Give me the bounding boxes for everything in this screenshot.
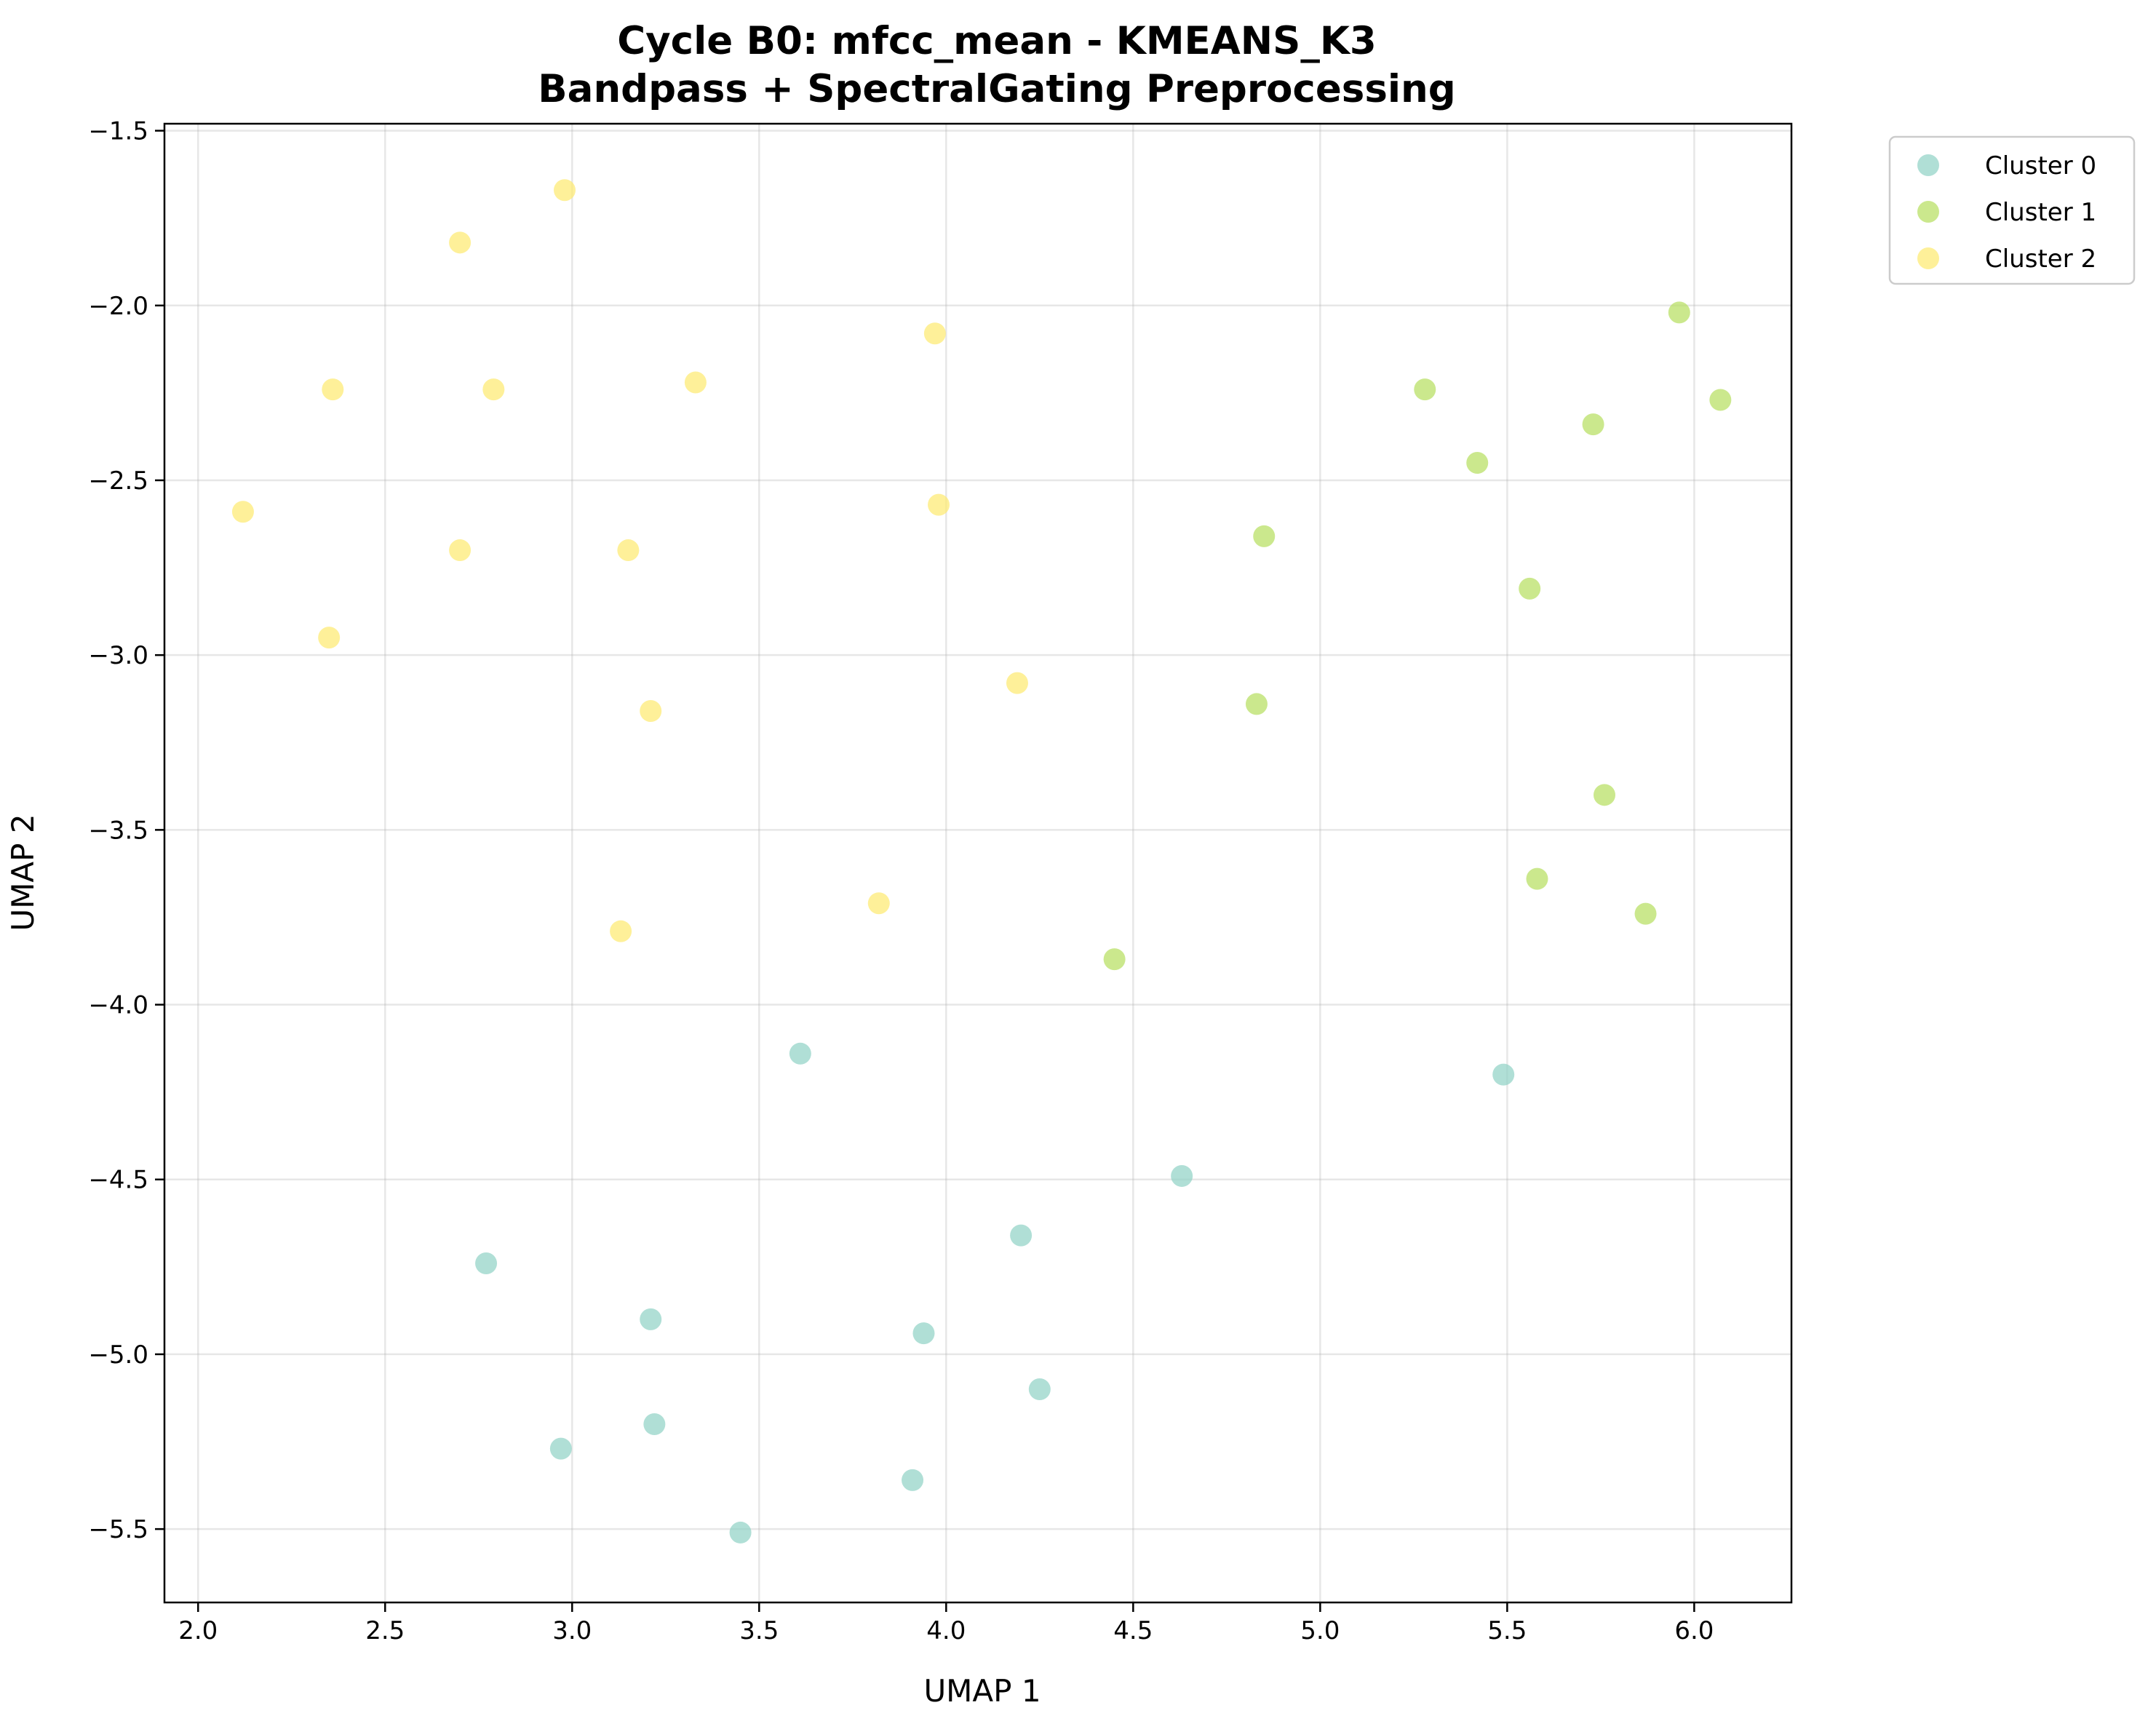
- scatter-point-cluster-1: [1519, 577, 1541, 600]
- scatter-point-cluster-1: [1253, 525, 1276, 547]
- scatter-point-cluster-0: [729, 1521, 752, 1544]
- x-tick-label: 5.5: [1487, 1616, 1527, 1645]
- legend-box: [1888, 135, 2136, 285]
- legend-label-cluster-0: Cluster 0: [1985, 151, 2096, 180]
- y-tick-label: −3.5: [88, 816, 148, 845]
- scatter-point-cluster-0: [902, 1469, 924, 1491]
- scatter-point-cluster-2: [554, 179, 576, 202]
- scatter-point-cluster-2: [610, 920, 632, 942]
- y-tick-label: −5.5: [88, 1515, 148, 1544]
- scatter-point-cluster-1: [1709, 389, 1732, 411]
- legend-marker-cluster-1: [1917, 201, 1939, 223]
- x-axis: 2.0 2.5 3.0 3.5 4.0 4.5 5.0 5.5 6.0: [178, 1602, 1714, 1645]
- legend-marker-cluster-2: [1917, 247, 1939, 269]
- scatter-point-cluster-2: [617, 539, 640, 562]
- scatter-point-cluster-2: [449, 539, 472, 562]
- x-axis-label: UMAP 1: [923, 1673, 1041, 1709]
- y-tick-label: −5.0: [88, 1340, 148, 1370]
- y-tick-label: −2.5: [88, 466, 148, 496]
- scatter-point-cluster-2: [322, 378, 344, 401]
- scatter-point-cluster-2: [482, 378, 505, 401]
- scatter-point-cluster-0: [1028, 1378, 1051, 1400]
- scatter-point-cluster-1: [1634, 902, 1657, 925]
- chart-title-line-2: Bandpass + SpectralGating Preprocessing: [538, 67, 1455, 111]
- scatter-point-cluster-1: [1593, 784, 1615, 806]
- x-tick-label: 2.0: [178, 1616, 218, 1645]
- scatter-point-cluster-2: [231, 501, 254, 523]
- y-tick-label: −4.5: [88, 1166, 148, 1195]
- scatter-point-cluster-1: [1414, 378, 1436, 401]
- scatter-point-cluster-2: [684, 371, 707, 394]
- grid: [164, 124, 1791, 1602]
- legend-label-cluster-1: Cluster 1: [1985, 198, 2096, 227]
- scatter-point-cluster-0: [475, 1252, 498, 1275]
- scatter-point-cluster-2: [1006, 672, 1028, 694]
- x-tick-label: 5.0: [1300, 1616, 1340, 1645]
- x-tick-label: 3.5: [739, 1616, 779, 1645]
- x-tick-label: 4.0: [926, 1616, 966, 1645]
- legend-label-cluster-2: Cluster 2: [1985, 245, 2096, 274]
- scatter-point-cluster-2: [928, 493, 950, 516]
- scatter-point-cluster-0: [549, 1437, 572, 1460]
- scatter-point-cluster-0: [1010, 1224, 1033, 1247]
- y-axis-label: UMAP 2: [5, 814, 41, 931]
- x-tick-label: 4.5: [1113, 1616, 1153, 1645]
- scatter-point-cluster-2: [867, 892, 890, 915]
- scatter-point-cluster-0: [640, 1308, 662, 1330]
- scatter-point-cluster-1: [1466, 451, 1489, 474]
- scatter-point-cluster-2: [449, 231, 472, 254]
- x-tick-label: 6.0: [1674, 1616, 1714, 1645]
- scatter-point-cluster-1: [1103, 948, 1126, 971]
- y-tick-label: −1.5: [88, 117, 148, 146]
- legend-marker-cluster-0: [1917, 154, 1939, 176]
- x-tick-label: 2.5: [365, 1616, 405, 1645]
- scatter-point-cluster-1: [1526, 867, 1548, 890]
- x-tick-label: 3.0: [552, 1616, 592, 1645]
- chart-title-line-1: Cycle B0: mfcc_mean - KMEANS_K3: [617, 19, 1377, 63]
- scatter-points: [231, 179, 1732, 1544]
- y-tick-label: −4.0: [88, 991, 148, 1020]
- scatter-point-cluster-2: [640, 700, 662, 723]
- y-tick-label: −2.0: [88, 292, 148, 321]
- y-axis: −1.5 −2.0 −2.5 −3.0 −3.5 −4.0 −4.5 −5.0 −5.5: [88, 117, 164, 1544]
- scatter-point-cluster-1: [1668, 301, 1690, 324]
- scatter-point-cluster-0: [912, 1322, 935, 1345]
- y-tick-label: −3.0: [88, 641, 148, 670]
- scatter-point-cluster-0: [789, 1042, 811, 1065]
- scatter-point-cluster-2: [318, 627, 341, 649]
- scatter-point-cluster-0: [643, 1413, 666, 1436]
- scatter-point-cluster-1: [1582, 413, 1604, 436]
- scatter-point-cluster-0: [1171, 1164, 1193, 1187]
- scatter-point-cluster-1: [1245, 693, 1268, 715]
- scatter-point-cluster-2: [923, 322, 946, 345]
- plot-frame: [163, 122, 1793, 1604]
- legend: Cluster 0 Cluster 1 Cluster 2: [1888, 135, 2136, 285]
- scatter-point-cluster-0: [1492, 1063, 1515, 1086]
